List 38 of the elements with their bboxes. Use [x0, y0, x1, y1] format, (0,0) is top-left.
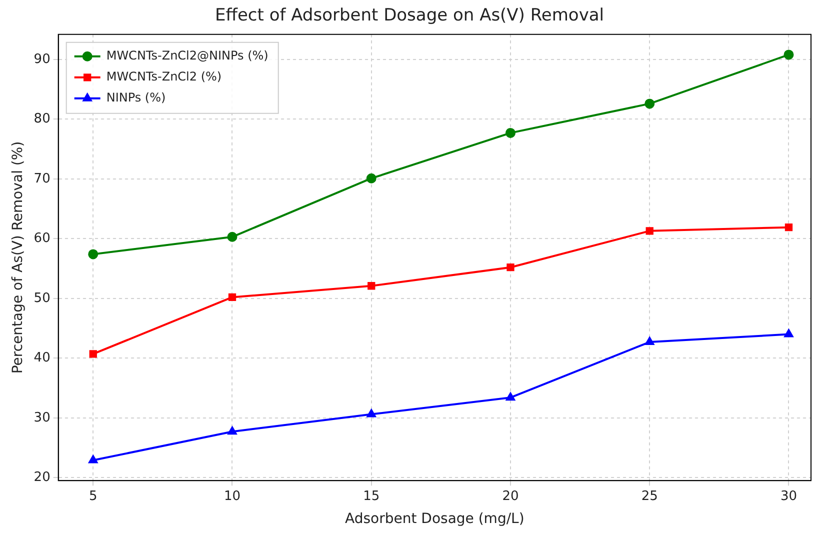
y-tick-label: 40	[34, 350, 50, 366]
y-tick-label: 60	[34, 231, 50, 246]
point	[88, 455, 98, 464]
y-axis-title: Percentage of As(V) Removal (%)	[10, 141, 26, 374]
x-tick-label: 10	[224, 488, 241, 504]
point	[645, 337, 654, 346]
point	[366, 173, 376, 184]
point	[644, 98, 655, 109]
x-tick-label: 20	[502, 488, 519, 504]
x-tick-label: 5	[88, 488, 98, 504]
point	[784, 329, 794, 338]
point	[646, 227, 654, 235]
legend-label: MWCNTs-ZnCl2@NINPs (%)	[106, 48, 268, 63]
legend-label: MWCNTs-ZnCl2 (%)	[106, 70, 222, 84]
y-tick-label: 90	[34, 52, 50, 67]
y-tick-label: 70	[34, 171, 50, 186]
x-tick-label: 25	[641, 488, 658, 504]
point	[227, 232, 238, 242]
x-tick-label: 15	[363, 488, 380, 504]
point	[228, 426, 237, 435]
point	[506, 264, 514, 272]
point	[368, 282, 376, 290]
point	[506, 392, 515, 401]
point	[88, 249, 98, 260]
point	[366, 409, 376, 418]
point	[505, 128, 516, 138]
y-tick-label: 20	[34, 470, 50, 485]
point	[784, 50, 794, 60]
x-axis-title: Adsorbent Dosage (mg/L)	[345, 511, 524, 528]
point	[89, 350, 97, 358]
point	[784, 224, 793, 232]
legend-label: NINPs (%)	[106, 90, 166, 105]
point	[228, 293, 236, 302]
x-tick-label: 30	[780, 488, 798, 504]
y-tick-label: 80	[34, 112, 50, 127]
chart-title: Effect of Adsorbent Dosage on As(V) Removal	[214, 6, 604, 26]
y-tick-label: 30	[34, 410, 50, 426]
y-tick-label: 50	[34, 290, 50, 306]
